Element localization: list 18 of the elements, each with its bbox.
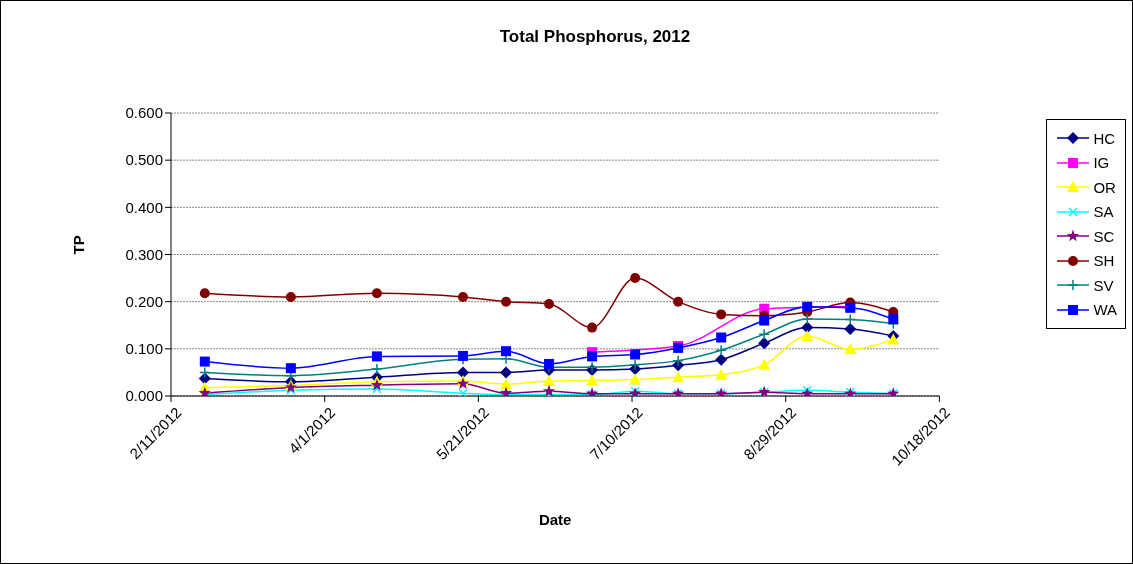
y-tick-label: 0.000 [125, 387, 163, 405]
x-axis-title: Date [538, 511, 572, 528]
legend-label: SV [1093, 276, 1114, 294]
legend-label: WA [1093, 301, 1117, 319]
y-tick-label: 0.100 [125, 340, 163, 358]
chart-title: Total Phosphorus, 2012 [499, 27, 691, 46]
y-tick-label: 0.300 [125, 245, 163, 263]
y-tick-label: 0.500 [125, 151, 163, 169]
legend-label: SA [1093, 203, 1114, 221]
legend-label: OR [1093, 178, 1116, 196]
y-axis-title: TP [70, 235, 88, 255]
y-tick-label: 0.200 [125, 292, 163, 310]
y-tick-label: 0.600 [125, 104, 163, 122]
legend-label: SC [1093, 227, 1115, 245]
y-tick-label: 0.400 [125, 198, 163, 216]
legend-label: SH [1093, 252, 1115, 270]
legend-label: HC [1093, 129, 1116, 147]
legend-label: IG [1093, 154, 1110, 172]
